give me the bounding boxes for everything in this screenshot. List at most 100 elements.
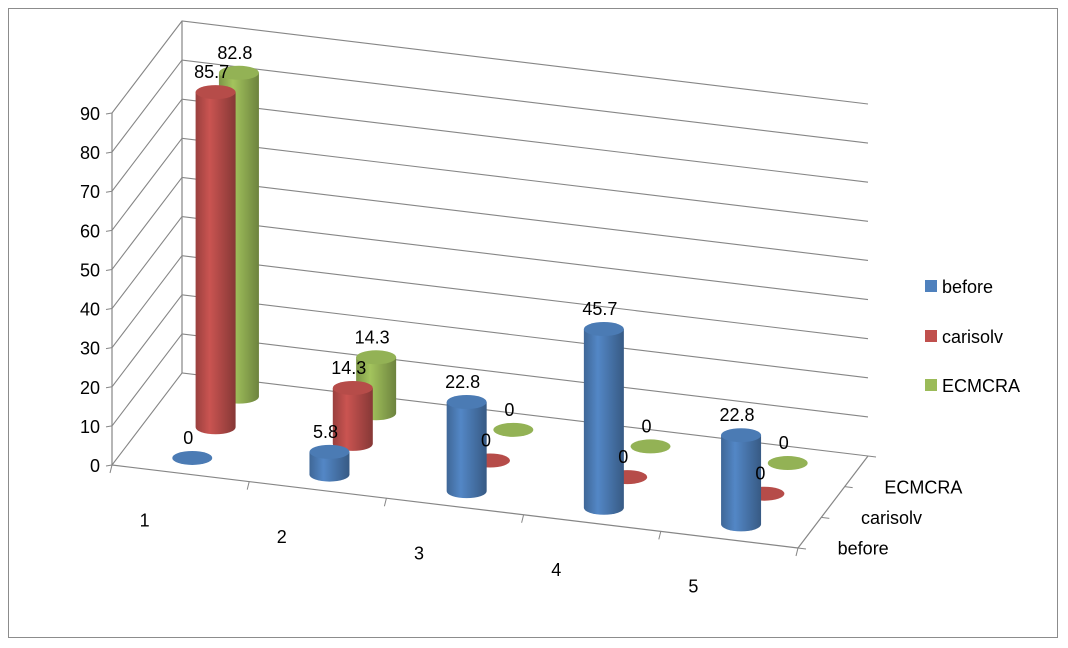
y-tick-label-40: 40 — [80, 300, 100, 320]
x-tick-mark-3 — [521, 514, 525, 523]
bar-before-3 — [446, 394, 487, 499]
bar-carisolv-1 — [195, 85, 236, 435]
y-tick-mark-30 — [105, 347, 113, 350]
bar-top — [332, 380, 373, 395]
gridline-20 — [111, 294, 869, 388]
data-label-carisolv-1: 85.7 — [194, 62, 229, 82]
bar-before-2 — [309, 444, 350, 482]
x-axis-tick-labels: 1 2 3 4 5 — [140, 510, 699, 596]
bar-top — [172, 450, 213, 465]
data-label-ecmcra-3: 0 — [504, 400, 514, 420]
y-tick-label-80: 80 — [80, 143, 100, 163]
y-tick-label-50: 50 — [80, 260, 100, 280]
bar-before-4 — [583, 322, 624, 515]
data-label-carisolv-2: 14.3 — [331, 358, 366, 378]
bar-top — [309, 444, 350, 459]
y-tick-label-90: 90 — [80, 104, 100, 124]
gridline-70 — [111, 98, 869, 192]
data-label-before-2: 5.8 — [313, 422, 338, 442]
gridline-40 — [111, 216, 869, 309]
bar-body — [332, 387, 373, 451]
legend-swatch-ecmcra — [925, 379, 937, 391]
bar-top — [630, 439, 671, 454]
data-label-carisolv-5: 0 — [755, 464, 765, 484]
legend-label-before: before — [942, 277, 993, 297]
chart-walls — [111, 21, 183, 465]
y-tick-label-0: 0 — [90, 456, 100, 476]
x-tick-mark-2 — [383, 498, 387, 507]
y-tick-mark-70 — [105, 190, 113, 193]
bar-chart-3d: 0 10 20 30 40 50 60 70 80 90 1 2 3 4 5 before carisolv… — [80, 20, 1020, 597]
gridline-10 — [111, 333, 869, 427]
bar-before-5 — [721, 428, 762, 532]
legend-swatch-carisolv — [925, 330, 937, 342]
x-tick-mark-4 — [658, 531, 662, 540]
x-tick-label-2: 2 — [277, 527, 287, 547]
gridlines — [111, 20, 869, 466]
bar-body — [446, 401, 487, 499]
bar-top — [356, 350, 397, 365]
data-label-ecmcra-1: 82.8 — [217, 43, 252, 63]
x-tick-label-1: 1 — [140, 510, 150, 530]
bar-ecmcra-4 — [630, 439, 671, 454]
data-label-carisolv-3: 0 — [481, 431, 491, 451]
y-tick-label-10: 10 — [80, 417, 100, 437]
bar-ecmcra-5 — [767, 456, 808, 471]
y-tick-mark-60 — [105, 229, 113, 232]
data-label-carisolv-4: 0 — [618, 447, 628, 467]
depth-axis-line — [797, 455, 869, 549]
y-tick-label-30: 30 — [80, 339, 100, 359]
bar-top — [493, 422, 534, 437]
y-tick-mark-90 — [105, 112, 113, 115]
bars — [172, 65, 808, 532]
bar-body — [721, 435, 762, 532]
axes — [105, 112, 877, 557]
y-tick-label-20: 20 — [80, 378, 100, 398]
data-label-before-3: 22.8 — [445, 372, 480, 392]
y-tick-label-60: 60 — [80, 221, 100, 241]
z-tick-mark-3 — [867, 455, 877, 458]
legend-swatch-before — [925, 280, 937, 292]
bar-before-1 — [172, 450, 213, 465]
gridline-0 — [111, 372, 869, 466]
y-tick-mark-80 — [105, 151, 113, 154]
data-label-ecmcra-5: 0 — [779, 433, 789, 453]
gridline-50 — [111, 176, 869, 270]
bar-body — [195, 92, 236, 435]
bar-ecmcra-3 — [493, 422, 534, 437]
y-tick-label-70: 70 — [80, 182, 100, 202]
gridline-90 — [111, 20, 869, 114]
y-tick-mark-20 — [105, 386, 113, 389]
z-tick-label-carisolv: carisolv — [861, 508, 922, 528]
y-tick-mark-40 — [105, 308, 113, 311]
z-tick-mark-1 — [821, 516, 830, 519]
bar-top — [195, 85, 236, 100]
gridline-60 — [111, 137, 869, 231]
bar-top — [721, 428, 762, 443]
legend-label-ecmcra: ECMCRA — [942, 376, 1020, 396]
z-tick-mark-0 — [797, 547, 807, 550]
y-tick-mark-10 — [105, 425, 113, 428]
y-axis-tick-labels: 0 10 20 30 40 50 60 70 80 90 — [80, 104, 100, 476]
y-tick-mark-0 — [105, 464, 113, 467]
x-tick-label-5: 5 — [688, 577, 698, 597]
legend: before carisolv ECMCRA — [925, 277, 1020, 396]
chart-frame: 0 10 20 30 40 50 60 70 80 90 1 2 3 4 5 before carisolv… — [8, 8, 1058, 638]
x-tick-mark-5 — [795, 547, 799, 557]
category-axis-line — [111, 464, 799, 549]
z-tick-label-ecmcra: ECMCRA — [884, 477, 962, 497]
data-label-before-5: 22.8 — [720, 405, 755, 425]
data-label-ecmcra-4: 0 — [642, 416, 652, 436]
legend-label-carisolv: carisolv — [942, 327, 1003, 347]
z-tick-label-before: before — [838, 539, 889, 559]
data-label-before-1: 0 — [183, 428, 193, 448]
z-tick-mark-2 — [844, 486, 853, 489]
gridline-30 — [111, 255, 869, 349]
y-tick-mark-50 — [105, 268, 113, 271]
bar-top — [218, 65, 259, 80]
bar-body — [583, 329, 624, 515]
bar-top — [446, 394, 487, 409]
x-tick-label-4: 4 — [551, 560, 561, 580]
bar-body — [309, 451, 350, 482]
